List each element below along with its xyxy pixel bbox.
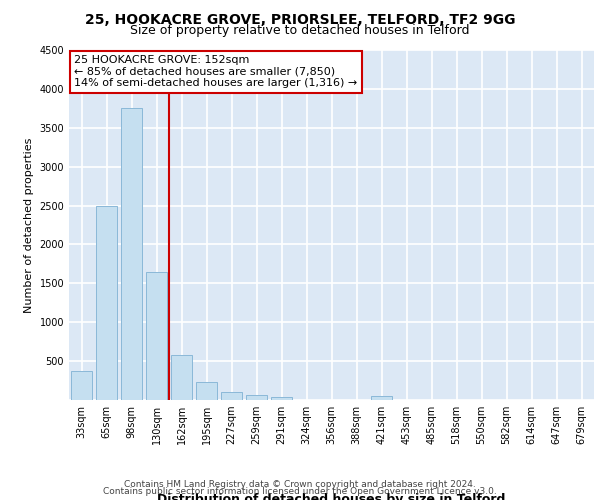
Bar: [146, 272, 167, 400]
Bar: [246, 396, 267, 400]
Bar: [71, 371, 92, 400]
Bar: [196, 382, 217, 400]
Y-axis label: Number of detached properties: Number of detached properties: [24, 138, 34, 312]
Text: 25, HOOKACRE GROVE, PRIORSLEE, TELFORD, TF2 9GG: 25, HOOKACRE GROVE, PRIORSLEE, TELFORD, …: [85, 12, 515, 26]
Text: Contains HM Land Registry data © Crown copyright and database right 2024.: Contains HM Land Registry data © Crown c…: [124, 480, 476, 489]
Bar: [96, 206, 117, 400]
Bar: [271, 398, 292, 400]
Bar: [371, 396, 392, 400]
Bar: [171, 355, 192, 400]
Text: Size of property relative to detached houses in Telford: Size of property relative to detached ho…: [130, 24, 470, 37]
Text: Contains public sector information licensed under the Open Government Licence v3: Contains public sector information licen…: [103, 487, 497, 496]
Bar: [121, 108, 142, 400]
Bar: [221, 392, 242, 400]
Text: 25 HOOKACRE GROVE: 152sqm
← 85% of detached houses are smaller (7,850)
14% of se: 25 HOOKACRE GROVE: 152sqm ← 85% of detac…: [74, 56, 358, 88]
X-axis label: Distribution of detached houses by size in Telford: Distribution of detached houses by size …: [157, 493, 506, 500]
